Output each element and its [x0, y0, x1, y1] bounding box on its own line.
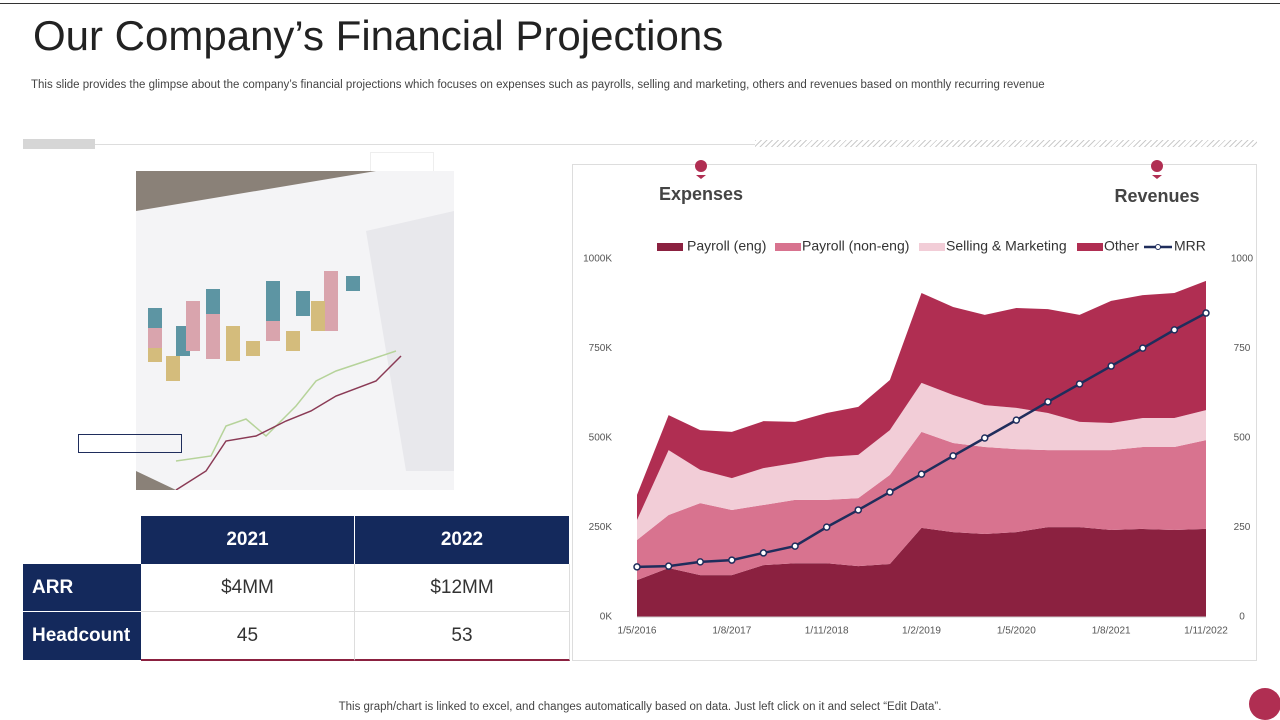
- cell: $4MM: [141, 564, 355, 612]
- point: [759, 549, 768, 557]
- y2-tick-label: 250: [1234, 522, 1251, 533]
- cell: 53: [355, 612, 570, 661]
- point: [1202, 309, 1210, 317]
- x-tick-label: 1/5/2020: [997, 626, 1036, 637]
- point: [1044, 398, 1052, 406]
- y2-tick-label: 750: [1234, 343, 1251, 354]
- marker: [1151, 160, 1163, 172]
- cell: 45: [141, 612, 355, 661]
- point: [1107, 362, 1115, 370]
- point: [1139, 344, 1147, 352]
- legend-swatch: [775, 243, 801, 251]
- y-tick-label: 750K: [589, 343, 613, 354]
- y2-tick-label: 500: [1234, 433, 1251, 444]
- divider-accent: [23, 139, 95, 149]
- column-header: 2021: [141, 516, 355, 564]
- x-tick-label: 1/2/2019: [902, 626, 941, 637]
- point: [1170, 326, 1179, 334]
- y2-tick-label: 1000: [1231, 254, 1254, 265]
- cell: $12MM: [355, 564, 570, 612]
- legend-label: Other: [1104, 238, 1139, 254]
- annotation: Revenues: [1114, 186, 1199, 206]
- area: [637, 280, 1206, 520]
- subtitle: This slide provides the glimpse about th…: [31, 79, 1045, 91]
- row-label: Headcount: [23, 612, 141, 661]
- point: [917, 470, 926, 478]
- point: [822, 523, 831, 531]
- marker: [696, 175, 706, 179]
- point: [664, 562, 673, 570]
- point: [633, 563, 641, 571]
- y2-tick-label: 0: [1239, 612, 1245, 623]
- y-tick-label: 250K: [589, 522, 613, 533]
- y-tick-label: 0K: [600, 612, 613, 623]
- area: [637, 431, 1206, 581]
- y-tick-label: 1000K: [583, 254, 612, 265]
- legend-point: [1155, 244, 1161, 250]
- x-tick-label: 1/8/2021: [1092, 626, 1131, 637]
- photo: [136, 171, 454, 490]
- callout-box: [78, 434, 182, 453]
- column-header: 2022: [355, 516, 570, 564]
- point: [980, 434, 989, 442]
- chart-frame: [572, 164, 1257, 661]
- title: Our Company’s Financial Projections: [33, 12, 724, 59]
- point: [728, 556, 736, 564]
- top-rule: [0, 3, 1280, 4]
- corner-dot: [1249, 688, 1280, 720]
- point: [949, 452, 957, 460]
- marker: [1152, 175, 1162, 179]
- legend-label: Payroll (non-eng): [802, 238, 909, 254]
- divider: [23, 144, 1257, 145]
- x-tick-label: 1/11/2022: [1184, 626, 1228, 637]
- divider-hatch: [755, 140, 1257, 147]
- x-tick-label: 1/5/2016: [618, 626, 657, 637]
- legend-label: Selling & Marketing: [946, 238, 1067, 254]
- point: [1012, 416, 1021, 424]
- legend-label: MRR: [1174, 238, 1206, 254]
- y-tick-label: 500K: [589, 433, 613, 444]
- annotation: Expenses: [659, 184, 743, 204]
- x-tick-label: 1/8/2017: [712, 626, 751, 637]
- area: [637, 527, 1206, 617]
- legend-swatch: [1077, 243, 1103, 251]
- area: [637, 382, 1206, 541]
- row-label: ARR: [23, 564, 141, 612]
- point: [1075, 380, 1084, 388]
- legend-swatch: [657, 243, 683, 251]
- x-tick-label: 1/11/2018: [805, 626, 849, 637]
- point: [791, 542, 799, 550]
- marker: [695, 160, 707, 172]
- point: [886, 488, 894, 496]
- footer: This graph/chart is linked to excel, and…: [338, 701, 942, 713]
- point: [696, 558, 704, 566]
- legend-label: Payroll (eng): [687, 238, 766, 254]
- frame: [370, 152, 434, 171]
- legend-swatch: [919, 243, 945, 251]
- point: [854, 506, 863, 514]
